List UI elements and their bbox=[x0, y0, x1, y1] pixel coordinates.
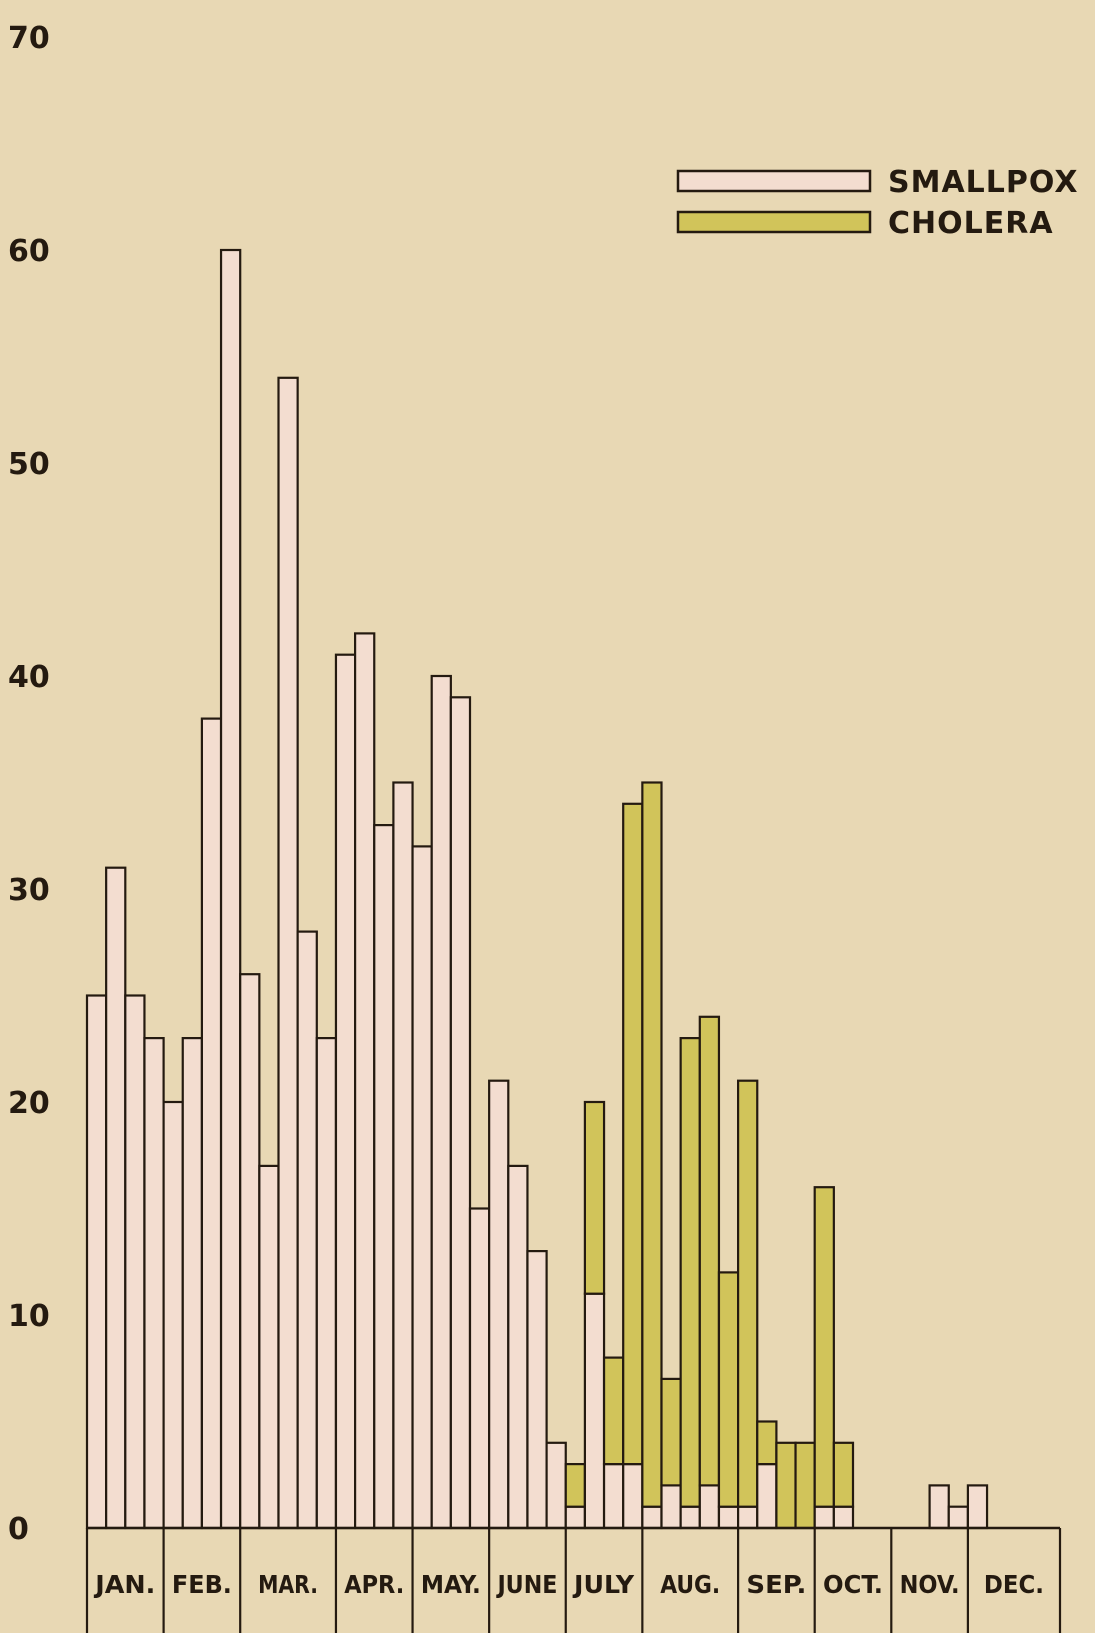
y-tick-label-30: 30 bbox=[8, 873, 50, 908]
legend-swatch-cholera bbox=[676, 210, 872, 234]
smallpox-bar-12 bbox=[296, 930, 318, 1530]
smallpox-bar-23 bbox=[507, 1164, 529, 1530]
smallpox-bar-27 bbox=[583, 1292, 606, 1530]
legend-label-cholera: CHOLERA bbox=[888, 206, 1054, 241]
smallpox-bar-28 bbox=[602, 1462, 625, 1530]
smallpox-bar-17 bbox=[392, 781, 414, 1530]
cholera-bar-39 bbox=[813, 1186, 835, 1508]
smallpox-bar-15 bbox=[354, 632, 376, 1530]
smallpox-bar-1 bbox=[85, 994, 108, 1530]
smallpox-bar-29 bbox=[622, 1462, 644, 1530]
smallpox-bar-4 bbox=[143, 1036, 165, 1530]
smallpox-bar-24 bbox=[526, 1249, 548, 1530]
smallpox-bar-11 bbox=[277, 376, 299, 1530]
cholera-bar-33 bbox=[698, 1015, 721, 1487]
cholera-bar-38 bbox=[794, 1441, 816, 1530]
month-label-2: FEB. bbox=[172, 1570, 232, 1599]
month-label-5: MAY. bbox=[421, 1570, 481, 1599]
legend-swatch-smallpox bbox=[676, 169, 872, 193]
smallpox-bar-32 bbox=[679, 1505, 701, 1530]
smallpox-bar-40 bbox=[832, 1505, 855, 1530]
smallpox-bar-7 bbox=[200, 717, 223, 1530]
month-label-10: OCT. bbox=[823, 1570, 883, 1599]
smallpox-bar-47 bbox=[966, 1484, 989, 1530]
month-label-8: AUG. bbox=[660, 1570, 720, 1599]
y-axis: 0 10 20 30 40 50 60 70 bbox=[8, 21, 50, 1547]
cholera-bar-36 bbox=[756, 1420, 778, 1466]
y-tick-label-0: 0 bbox=[8, 1512, 29, 1547]
cholera-bar-40 bbox=[832, 1441, 855, 1508]
cholera-bar-32 bbox=[679, 1036, 701, 1508]
cholera-bar-28 bbox=[602, 1356, 625, 1466]
month-label-1: JAN. bbox=[93, 1570, 155, 1599]
month-label-12: DEC. bbox=[984, 1570, 1044, 1599]
cholera-bar-37 bbox=[775, 1441, 797, 1530]
smallpox-bar-14 bbox=[334, 653, 357, 1530]
x-axis: JAN. FEB. MAR. APR. MAY. JUNE JULY AUG. SEP. OCT.… bbox=[85, 1526, 1062, 1633]
smallpox-bar-35 bbox=[736, 1505, 759, 1530]
smallpox-bar-20 bbox=[449, 696, 472, 1530]
month-label-7: JULY bbox=[572, 1570, 635, 1599]
cholera-bar-27 bbox=[583, 1100, 606, 1295]
cholera-bar-30 bbox=[641, 781, 663, 1508]
smallpox-bar-6 bbox=[181, 1036, 203, 1530]
y-tick-label-60: 60 bbox=[8, 234, 50, 269]
cholera-bar-35 bbox=[736, 1079, 759, 1508]
smallpox-bar-30 bbox=[641, 1505, 663, 1530]
smallpox-bar-34 bbox=[717, 1505, 740, 1530]
legend-label-smallpox: SMALLPOX bbox=[888, 165, 1078, 200]
y-tick-label-20: 20 bbox=[8, 1086, 50, 1121]
smallpox-bar-21 bbox=[468, 1207, 491, 1530]
cholera-bar-26 bbox=[564, 1462, 586, 1508]
month-label-6: JUNE bbox=[495, 1570, 557, 1599]
smallpox-bar-25 bbox=[545, 1441, 567, 1530]
cholera-bar-34 bbox=[717, 1271, 740, 1508]
y-tick-label-50: 50 bbox=[8, 447, 50, 482]
y-tick-label-10: 10 bbox=[8, 1299, 50, 1334]
smallpox-bar-18 bbox=[411, 845, 433, 1530]
smallpox-bar-46 bbox=[947, 1505, 969, 1530]
smallpox-bar-9 bbox=[239, 973, 261, 1530]
cholera-bar-29 bbox=[622, 802, 644, 1466]
smallpox-bar-22 bbox=[488, 1079, 510, 1530]
smallpox-bar-3 bbox=[124, 994, 146, 1530]
smallpox-bar-13 bbox=[315, 1036, 338, 1530]
month-label-11: NOV. bbox=[900, 1570, 960, 1599]
smallpox-bar-36 bbox=[756, 1462, 778, 1530]
smallpox-bar-45 bbox=[928, 1484, 950, 1530]
smallpox-bar-16 bbox=[373, 823, 395, 1530]
smallpox-bar-26 bbox=[564, 1505, 586, 1530]
smallpox-bar-8 bbox=[219, 248, 242, 1530]
cholera-bar-31 bbox=[660, 1377, 682, 1487]
smallpox-bar-5 bbox=[162, 1100, 184, 1530]
y-tick-label-70: 70 bbox=[8, 21, 50, 56]
smallpox-bar-2 bbox=[105, 866, 127, 1530]
smallpox-bar-10 bbox=[258, 1164, 280, 1530]
bars bbox=[85, 248, 989, 1530]
smallpox-bar-31 bbox=[660, 1484, 682, 1530]
y-tick-label-40: 40 bbox=[8, 660, 50, 695]
month-label-4: APR. bbox=[344, 1570, 404, 1599]
smallpox-bar-33 bbox=[698, 1484, 721, 1530]
legend: SMALLPOX CHOLERA bbox=[676, 165, 1078, 241]
month-label-3: MAR. bbox=[258, 1570, 318, 1599]
smallpox-bar-19 bbox=[430, 674, 452, 1530]
month-label-9: SEP. bbox=[746, 1570, 806, 1599]
smallpox-bar-39 bbox=[813, 1505, 835, 1530]
